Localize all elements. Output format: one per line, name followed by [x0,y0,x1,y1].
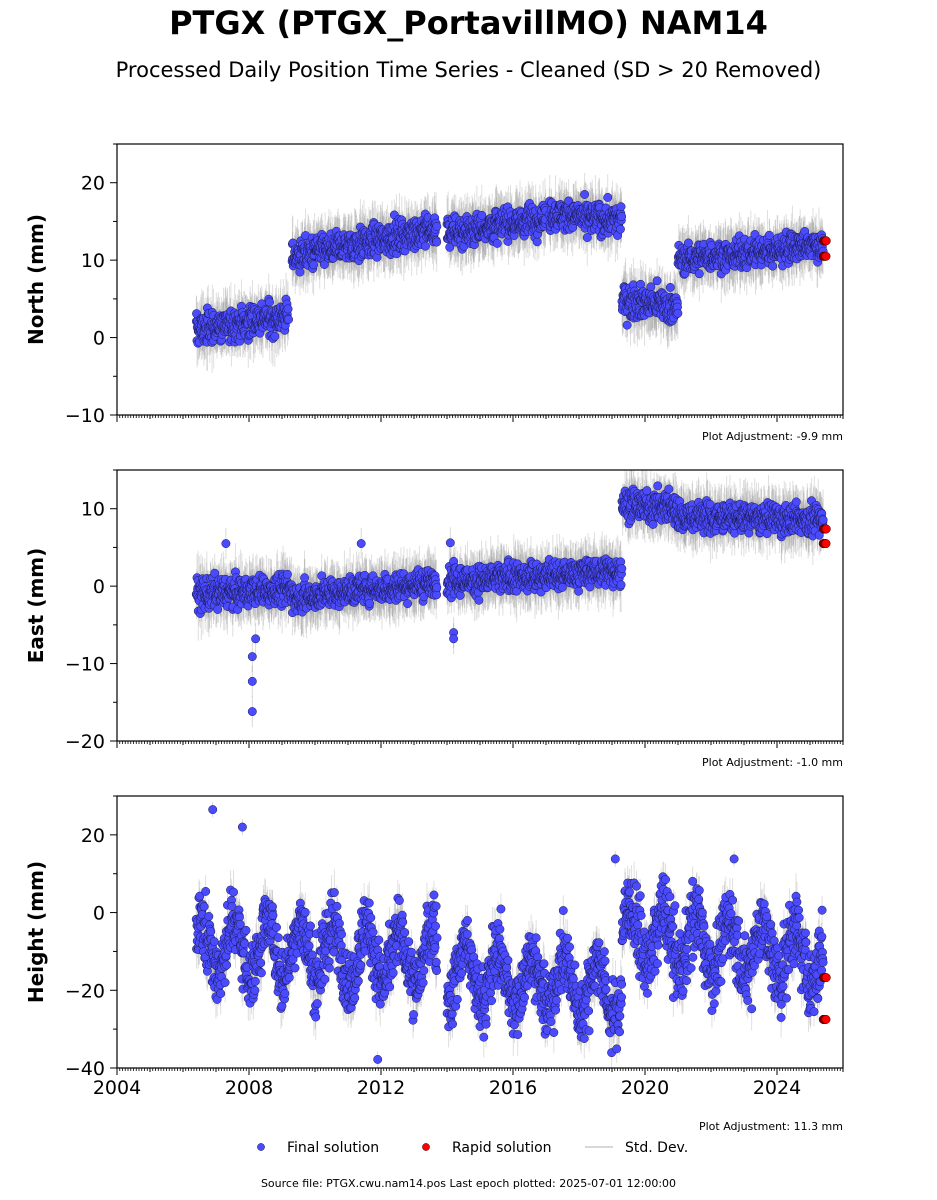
final-point [616,202,626,212]
final-point [684,238,693,248]
north-final-points [191,190,828,348]
final-point [319,260,329,269]
final-point [432,237,442,247]
rapid-point [821,251,831,261]
north-data-points [191,172,831,373]
final-point [265,297,274,307]
y-tick-label: −10 [65,405,105,427]
final-point [617,212,627,221]
page-title: PTGX (PTGX_PortavillMO) NAM14 [169,4,768,42]
north-rapid-points [818,236,831,261]
east-data-points [191,470,831,728]
final-point [615,224,625,234]
final-point [652,276,662,286]
final-point [283,304,293,314]
page-subtitle: Processed Daily Position Time Series - C… [115,58,822,82]
north-plot-adjustment: Plot Adjustment: -9.9 mm [702,430,843,443]
final-point [673,308,683,318]
final-point [764,230,774,240]
final-point [270,331,280,341]
rapid-point [821,236,831,246]
final-point [432,221,442,231]
final-point [580,190,590,199]
y-tick-label: 10 [81,250,105,272]
final-point [492,238,502,248]
final-point [420,241,430,251]
final-point [768,261,778,271]
y-tick-label: 20 [81,173,105,195]
final-point [445,242,455,252]
final-point [646,282,656,292]
final-point [309,260,319,270]
final-point [694,269,704,279]
final-point [532,237,542,247]
final-point [284,315,293,324]
north-axis-title: North (mm) [24,214,48,345]
final-point [603,192,613,202]
north-panel: −10 0 10 20 North (mm) Plot Adjustment: -9.9 … [24,143,844,443]
final-point [582,233,592,242]
final-point [665,282,675,292]
final-point [622,320,632,330]
y-tick-label: 0 [93,328,105,350]
final-point [477,210,487,220]
